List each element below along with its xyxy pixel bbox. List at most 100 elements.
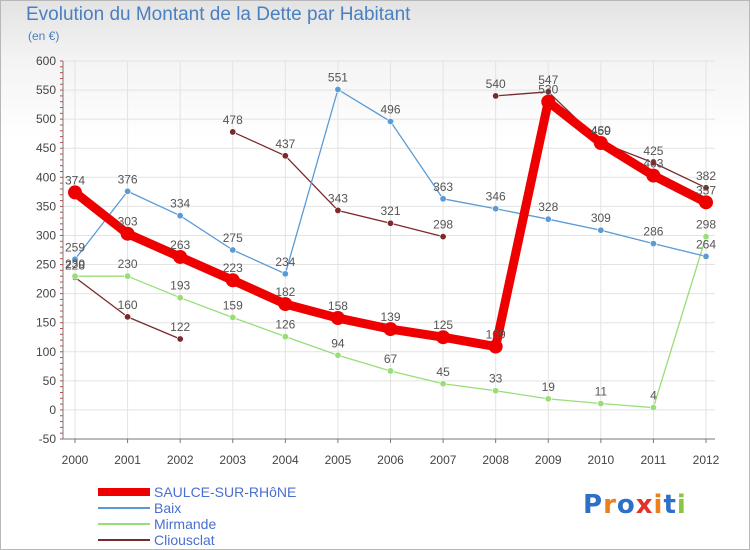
data-point (71, 272, 79, 280)
data-label: 228 (65, 258, 85, 272)
data-label: 223 (223, 261, 243, 275)
data-point (176, 335, 184, 343)
data-label: 109 (486, 328, 506, 342)
data-point (176, 294, 184, 302)
legend-item: Mirmande (98, 516, 358, 532)
series-saulce-sur-rh-ne (68, 94, 713, 354)
data-point (597, 226, 605, 234)
y-tick-label: 50 (43, 374, 57, 388)
data-point (439, 233, 447, 241)
legend-swatch (98, 523, 150, 525)
data-point (281, 333, 289, 341)
y-tick-label: -50 (39, 432, 57, 446)
legend-label: SAULCE-SUR-RHôNE (154, 484, 297, 500)
data-label: 357 (696, 183, 716, 197)
chart-subtitle: (en €) (28, 29, 60, 43)
data-point (597, 400, 605, 408)
data-point (225, 273, 240, 288)
data-label: 4 (650, 389, 657, 403)
data-point (173, 249, 188, 264)
y-tick-label: 350 (36, 199, 56, 213)
data-label: 275 (223, 231, 243, 245)
data-point (593, 135, 608, 150)
data-point (229, 128, 237, 136)
series-mirmande (71, 233, 710, 412)
series-baix (71, 85, 710, 278)
data-point (124, 187, 132, 195)
data-label: 139 (380, 310, 400, 324)
legend-swatch (98, 507, 150, 509)
data-point (229, 313, 237, 321)
y-tick-label: 100 (36, 345, 56, 359)
legend-item: Baix (98, 500, 358, 516)
data-point (492, 205, 500, 213)
data-point (702, 252, 710, 260)
legend-label: Cliousclat (154, 532, 215, 548)
data-point (176, 212, 184, 220)
data-point (702, 184, 710, 192)
data-label: 11 (595, 385, 608, 399)
data-point (702, 233, 710, 241)
legend-item: Cliousclat (98, 532, 358, 548)
x-tick-label: 2009 (535, 453, 562, 467)
data-label: 67 (384, 352, 398, 366)
x-tick-label: 2005 (325, 453, 352, 467)
y-tick-label: 500 (36, 112, 56, 126)
x-tick-label: 2003 (219, 453, 246, 467)
data-label: 33 (489, 372, 503, 386)
legend-swatch (98, 539, 150, 541)
x-tick-label: 2000 (62, 453, 89, 467)
data-label: 193 (170, 279, 190, 293)
chart-legend: SAULCE-SUR-RHôNE Baix Mirmande Cliousclat (98, 484, 358, 548)
data-label: 321 (380, 204, 400, 218)
data-label: 159 (223, 298, 243, 312)
x-tick-label: 2001 (114, 453, 141, 467)
data-label: 182 (275, 285, 295, 299)
data-point (544, 395, 552, 403)
data-label: 19 (542, 380, 556, 394)
data-point (439, 380, 447, 388)
data-label: 547 (538, 73, 558, 87)
data-point (436, 330, 451, 345)
data-point (541, 94, 556, 109)
data-label: 160 (118, 298, 138, 312)
data-label: 158 (328, 299, 348, 313)
x-tick-label: 2007 (430, 453, 457, 467)
data-label: 230 (65, 257, 85, 271)
data-point (386, 219, 394, 227)
chart-title: Evolution du Montant de la Dette par Hab… (26, 4, 411, 25)
data-point (383, 322, 398, 337)
data-point (278, 297, 293, 312)
logo-letter: i (676, 490, 687, 520)
proxiti-logo: Proxiti (583, 490, 687, 520)
data-point (334, 206, 342, 214)
data-point (646, 168, 661, 183)
data-point (281, 270, 289, 278)
data-label: 403 (643, 157, 663, 171)
y-tick-label: 150 (36, 316, 56, 330)
data-label: 328 (538, 200, 558, 214)
data-label: 303 (118, 215, 138, 229)
data-label: 309 (591, 211, 611, 225)
data-label: 363 (433, 180, 453, 194)
data-label: 437 (275, 137, 295, 151)
data-point (492, 387, 500, 395)
legend-label: Mirmande (154, 516, 217, 532)
y-tick-label: 450 (36, 141, 56, 155)
data-label: 346 (486, 190, 506, 204)
data-label: 376 (118, 172, 138, 186)
data-point (68, 185, 82, 200)
x-tick-label: 2010 (587, 453, 614, 467)
data-label: 374 (65, 173, 85, 187)
data-label: 460 (591, 123, 611, 137)
logo-letter: o (616, 490, 636, 520)
data-point (492, 92, 500, 100)
data-label: 94 (331, 336, 345, 350)
legend-swatch (98, 488, 150, 496)
data-label: 122 (170, 320, 190, 334)
y-tick-label: 550 (36, 83, 56, 97)
data-point (71, 255, 79, 263)
data-point (281, 152, 289, 160)
data-label: 425 (643, 144, 663, 158)
